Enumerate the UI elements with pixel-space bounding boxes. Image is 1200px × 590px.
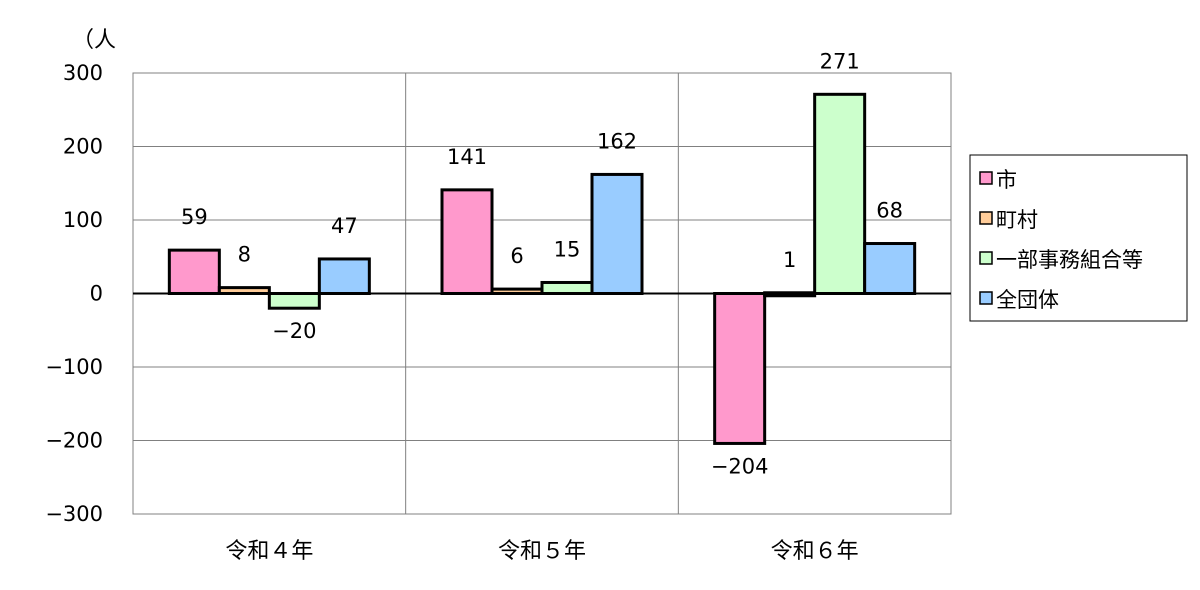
data-label: 6 <box>510 244 523 268</box>
bar <box>713 292 767 445</box>
data-label: 47 <box>331 214 358 238</box>
plot-area: 300 200 100 0 −100 −200 −300 59 8 −20 47 令和４年 141 6 15… <box>45 49 952 564</box>
y-tick-label: −100 <box>45 355 103 379</box>
bar <box>813 92 867 295</box>
legend-label: 一部事務組合等 <box>996 248 1143 272</box>
bar <box>590 172 644 295</box>
data-label: 162 <box>597 129 637 153</box>
y-tick-label: 200 <box>63 135 103 159</box>
data-label: 271 <box>820 49 860 73</box>
data-label: 141 <box>447 145 487 169</box>
y-tick-label: −200 <box>45 429 103 453</box>
x-category-label: 令和６年 <box>771 539 859 564</box>
bar <box>440 188 494 296</box>
y-unit-label: （人 <box>72 28 116 53</box>
y-tick-label: 300 <box>63 61 103 85</box>
bar <box>540 280 594 296</box>
y-tick-label: 0 <box>90 282 103 306</box>
legend-swatch <box>979 211 993 225</box>
bar <box>317 257 371 295</box>
legend-label: 全団体 <box>996 288 1059 312</box>
data-label: 15 <box>554 237 581 261</box>
bar <box>863 242 917 296</box>
data-label: 68 <box>876 199 903 223</box>
data-label: 1 <box>783 248 796 272</box>
y-tick-label: −300 <box>45 502 103 526</box>
x-category-label: 令和４年 <box>225 539 313 564</box>
legend-frame <box>969 154 1188 322</box>
x-category-label: 令和５年 <box>498 539 586 564</box>
data-label: −20 <box>272 319 316 343</box>
bar <box>167 248 221 295</box>
y-tick-label: 100 <box>63 208 103 232</box>
data-label: 8 <box>238 243 251 267</box>
legend-label: 町村 <box>996 208 1038 232</box>
data-label: −204 <box>711 454 769 478</box>
legend-label: 市 <box>996 168 1017 192</box>
data-label: 59 <box>181 205 208 229</box>
legend-swatch <box>979 251 993 265</box>
legend-swatch <box>979 171 993 185</box>
bar <box>267 292 321 310</box>
legend-swatch <box>979 291 993 305</box>
